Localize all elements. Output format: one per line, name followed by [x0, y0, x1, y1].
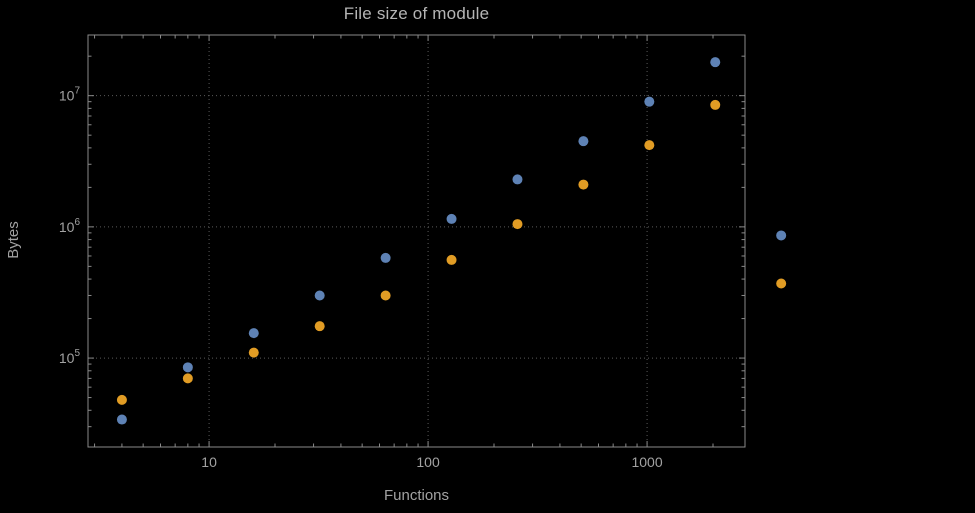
- data-point-series-1: [380, 252, 391, 263]
- data-point-series-2: [578, 179, 589, 190]
- data-point-series-1: [446, 213, 457, 224]
- data-point-series-2: [314, 321, 325, 332]
- data-point-series-2: [380, 290, 391, 301]
- x-tick-label: 10: [201, 454, 217, 470]
- data-point-series-1: [182, 362, 193, 373]
- data-point-series-2: [446, 254, 457, 265]
- data-point-series-2: [776, 278, 787, 289]
- y-tick-label: 105: [59, 348, 81, 366]
- chart-title: File size of module: [343, 4, 490, 23]
- data-point-series-1: [644, 96, 655, 107]
- data-point-series-1: [710, 57, 721, 68]
- x-tick-label: 1000: [631, 454, 662, 470]
- data-point-series-2: [644, 140, 655, 151]
- data-point-series-2: [182, 373, 193, 384]
- data-point-series-1: [578, 136, 589, 147]
- data-point-series-1: [248, 328, 259, 339]
- plot-frame: [87, 34, 746, 448]
- x-tick-label: 100: [416, 454, 440, 470]
- data-point-series-1: [116, 414, 127, 425]
- data-point-series-2: [116, 394, 127, 405]
- y-tick-label: 107: [59, 86, 81, 104]
- data-point-series-1: [314, 290, 325, 301]
- y-axis-label: Bytes: [5, 221, 22, 259]
- data-point-series-2: [248, 347, 259, 358]
- data-point-series-2: [512, 219, 523, 230]
- x-axis-label: Functions: [383, 487, 450, 504]
- data-point-series-1: [512, 174, 523, 185]
- y-tick-label: 106: [59, 217, 81, 235]
- data-point-series-2: [710, 99, 721, 110]
- data-point-series-1: [776, 230, 787, 241]
